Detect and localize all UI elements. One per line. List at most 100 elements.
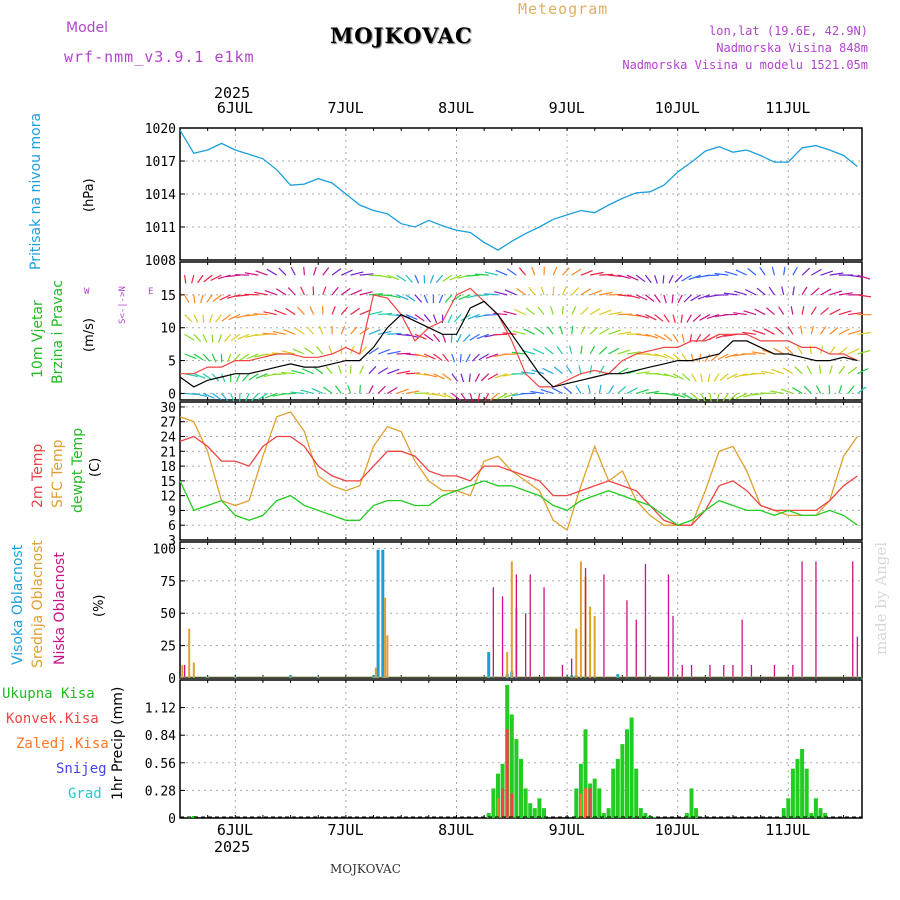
wind-barb: [202, 392, 215, 399]
high-cloud-bar: [381, 549, 385, 678]
wind-barb: [644, 274, 652, 284]
y-tick-label: 10: [160, 322, 176, 337]
wind-barb: [794, 366, 803, 375]
wind-barb: [782, 367, 794, 375]
wind-barb: [599, 291, 613, 296]
wind-barb: [531, 266, 536, 276]
wind-barb: [278, 267, 287, 276]
wind-barb: [587, 384, 591, 394]
mid-cloud-bar: [579, 561, 582, 678]
wind-barb: [184, 275, 187, 284]
wind-barb: [493, 333, 508, 336]
wind-barb: [414, 314, 425, 322]
station-title: MOJKOVAC: [330, 23, 473, 48]
sfctemp-ylabel: SFC Temp: [50, 439, 66, 508]
wind-barb: [191, 274, 195, 284]
wind-barb: [645, 390, 660, 395]
panel-frame: [179, 541, 863, 679]
wind-barb: [511, 351, 526, 355]
wind-barb: [562, 267, 570, 276]
wind-barb: [292, 348, 305, 355]
wind-barb: [368, 385, 374, 394]
wind-barb: [848, 312, 862, 316]
total-precip-bar: [519, 758, 523, 818]
wind-barb: [542, 367, 554, 375]
wind-barb: [654, 274, 658, 284]
total-precip-bar: [818, 808, 823, 818]
low-cloud-bar: [732, 665, 734, 678]
wind-barb: [672, 314, 676, 324]
wind-barb: [829, 290, 843, 296]
dewpoint-line: [179, 480, 858, 526]
total-precip-bar: [606, 808, 611, 818]
top-year-label: 2025: [214, 84, 251, 102]
wind-barb: [350, 307, 361, 316]
total-precip-bar: [813, 798, 818, 818]
wind-barb: [704, 353, 711, 363]
wind-barb: [209, 314, 213, 323]
y-tick-label: 0: [168, 387, 176, 402]
wind-barb: [281, 392, 296, 395]
wind-barb: [202, 353, 211, 362]
low-cloud-bar: [723, 665, 725, 678]
wind-barb: [792, 286, 795, 295]
wind-barb: [701, 333, 711, 342]
wind-barb: [211, 373, 220, 382]
wind-barb: [801, 267, 811, 276]
wind-barb: [248, 373, 259, 381]
wind-barb: [796, 345, 803, 355]
wind-barb: [218, 334, 223, 343]
total-precip-bar: [592, 778, 597, 818]
wind-barb: [580, 288, 591, 296]
y-tick-label: 0.28: [145, 784, 176, 799]
wind-barb: [733, 312, 747, 316]
wind-barb: [469, 393, 474, 402]
wind-barb: [663, 333, 673, 342]
wind-barb: [212, 294, 222, 302]
low-cloud-bar: [801, 561, 803, 678]
wind-barb: [331, 268, 342, 276]
wind-barb: [368, 347, 379, 355]
total-precip-bar: [795, 758, 800, 818]
wind-barb: [257, 392, 268, 401]
wind-barb: [742, 331, 757, 335]
wind-barb: [790, 306, 794, 315]
footer-station: MOJKOVAC: [330, 862, 401, 876]
wind-barb: [857, 331, 872, 335]
wind-barb: [691, 392, 700, 401]
wind-barb: [432, 333, 441, 343]
wind-barb: [290, 266, 296, 276]
high-cloud-bar: [616, 674, 620, 678]
wind-barb: [848, 274, 862, 278]
wind-barb: [778, 306, 785, 315]
mid-cloud-bar: [374, 667, 377, 678]
wind-barb: [487, 373, 499, 381]
day-label: 6JUL: [216, 821, 254, 839]
total-precip-bar: [786, 798, 791, 818]
wind-barb: [287, 287, 296, 296]
total-precip-bar: [514, 739, 519, 818]
wind-barb: [681, 373, 691, 382]
wind-barb: [442, 392, 454, 400]
wind-barb: [477, 393, 481, 402]
wind-barb: [453, 314, 462, 323]
wind-barb: [530, 390, 545, 395]
precip-unit: (mm): [110, 686, 126, 725]
wind-barb: [432, 314, 438, 324]
wind-barb: [230, 393, 235, 402]
wind-barb: [857, 349, 871, 355]
wind-barb: [423, 294, 429, 304]
wind-barb: [246, 353, 259, 360]
wind-barb: [451, 392, 461, 401]
wind-barb: [311, 387, 324, 394]
wind-barb: [359, 365, 365, 374]
wind-barb: [747, 267, 757, 276]
wind-barb: [350, 326, 358, 335]
wind-barb: [396, 370, 411, 375]
wind-barb: [700, 393, 706, 402]
wind-barb: [350, 289, 363, 296]
wind-barb: [568, 345, 573, 355]
wind-ylabel-2: Brzina i Pravac: [50, 280, 66, 384]
wind-barb: [184, 314, 193, 323]
wind-barb: [763, 328, 775, 335]
